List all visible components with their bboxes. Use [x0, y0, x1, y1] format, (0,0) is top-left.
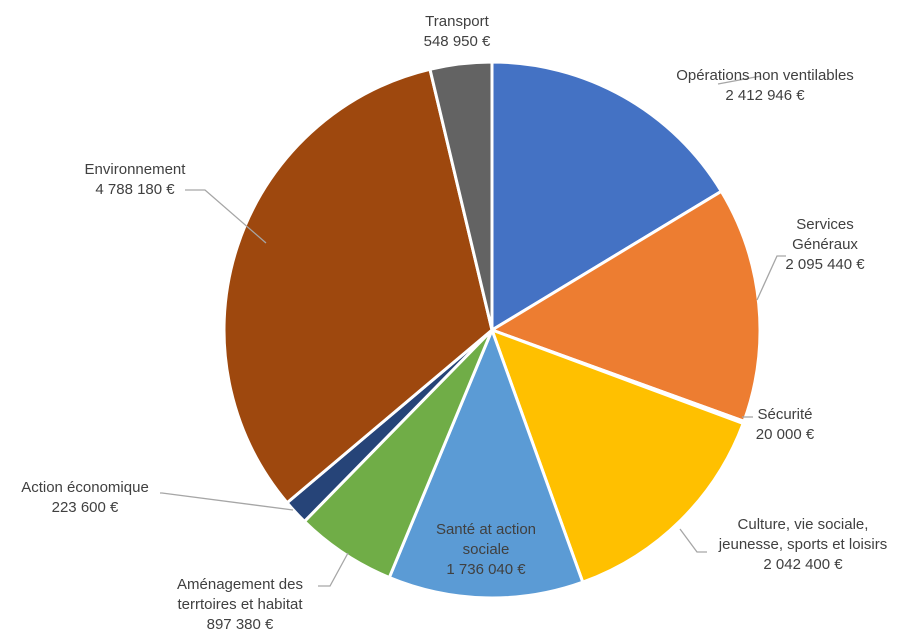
data-label-name: Sécurité: [757, 406, 813, 423]
leader-line-7: [160, 492, 294, 511]
leader-line-6: [318, 552, 349, 587]
data-label-value: 548 950 €: [423, 33, 491, 50]
data-label-name: Aménagement des terrtoires et habitat: [177, 576, 303, 613]
pie-slice-1: [490, 60, 723, 332]
data-label-name: Culture, vie sociale, jeunesse, sports e…: [718, 516, 888, 553]
data-label-name: Action économique: [21, 479, 149, 496]
data-label-5: Santé at action sociale 1 736 040 €: [421, 520, 551, 580]
data-label-name: Opérations non ventilables: [676, 67, 854, 84]
data-label-2: Services Généraux 2 095 440 €: [765, 215, 885, 275]
pie-slice-9: [428, 60, 494, 332]
leader-line-2: [756, 255, 786, 301]
data-label-value: 897 380 €: [206, 616, 274, 633]
data-label-value: 20 000 €: [755, 426, 815, 443]
data-label-name: Transport: [425, 13, 489, 30]
data-label-7: Action économique 223 600 €: [5, 478, 165, 518]
data-label-value: 2 412 946 €: [725, 87, 805, 104]
pie-slice-8: [222, 67, 494, 505]
data-label-value: 2 095 440 €: [785, 256, 865, 273]
data-label-3: Sécurité 20 000 €: [740, 405, 830, 445]
data-label-6: Aménagement des terrtoires et habitat 897…: [165, 575, 315, 635]
data-label-name: Environnement: [84, 161, 186, 178]
data-label-name: Santé at action sociale: [435, 521, 537, 558]
pie-slice-5: [387, 328, 585, 600]
data-label-value: 4 788 180 €: [95, 181, 175, 198]
data-label-1: Opérations non ventilables 2 412 946 €: [655, 66, 875, 106]
pie-slice-4: [490, 328, 745, 584]
data-label-value: 1 736 040 €: [446, 561, 526, 578]
data-label-name: Services Généraux: [792, 216, 858, 253]
data-label-value: 2 042 400 €: [763, 556, 843, 573]
leader-line-1: [717, 75, 762, 85]
data-label-value: 223 600 €: [51, 499, 119, 516]
leader-line-8: [185, 189, 267, 244]
data-label-9: Transport 548 950 €: [397, 12, 517, 52]
leader-line-4: [679, 528, 707, 553]
data-label-8: Environnement 4 788 180 €: [70, 160, 200, 200]
data-label-4: Culture, vie sociale, jeunesse, sports e…: [703, 515, 903, 575]
pie-slice-2: [490, 189, 762, 423]
